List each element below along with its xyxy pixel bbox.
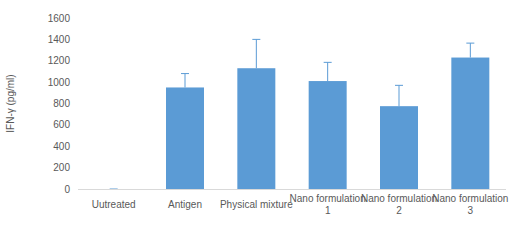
- bar: [309, 81, 347, 189]
- error-bar: [110, 189, 118, 190]
- label-line: Nano formulation: [290, 193, 366, 204]
- error-bar: [252, 39, 260, 68]
- label-line: Nano formulation: [361, 193, 437, 204]
- label-line: Nano formulation: [432, 193, 508, 204]
- bar: [237, 68, 275, 189]
- bar: [380, 106, 418, 189]
- y-axis-label: IFN-γ (pg/ml): [5, 74, 16, 132]
- y-tick-label: 1400: [48, 34, 71, 45]
- y-tick-label: 1000: [48, 77, 71, 88]
- error-bar: [324, 62, 332, 81]
- bar: [451, 58, 489, 189]
- chart: 0 200 400 600 800 1000 1200 1400 1600 IFN-γ (pg/m…: [0, 0, 515, 232]
- x-tick-label: Nano formulation2: [361, 193, 437, 216]
- error-stem: [256, 39, 257, 68]
- y-tick-label: 1600: [48, 13, 71, 24]
- y-tick-label: 400: [53, 141, 70, 152]
- error-bar: [466, 43, 474, 57]
- error-stem: [327, 62, 328, 81]
- x-tick-label: Uutreated: [92, 199, 136, 210]
- y-tick-label: 800: [53, 98, 70, 109]
- error-cap: [252, 39, 260, 40]
- error-cap: [466, 43, 474, 44]
- error-bar: [395, 85, 403, 106]
- bar: [95, 189, 133, 190]
- error-cap: [181, 73, 189, 74]
- label-line: 3: [468, 205, 474, 216]
- error-cap: [395, 85, 403, 86]
- label-line: 1: [325, 205, 331, 216]
- error-stem: [185, 74, 186, 88]
- error-stem: [470, 43, 471, 57]
- bars: [110, 39, 490, 189]
- error-cap: [110, 189, 118, 190]
- error-cap: [324, 62, 332, 63]
- x-tick-label: Physical mixture: [220, 199, 293, 210]
- x-tick-label: Antigen: [168, 199, 202, 210]
- y-tick-label: 0: [64, 184, 70, 195]
- y-tick-label: 1200: [48, 55, 71, 66]
- label-line: 2: [396, 205, 402, 216]
- x-tick-label: Nano formulation3: [432, 193, 508, 216]
- error-bar: [181, 74, 189, 88]
- y-tick-label: 600: [53, 119, 70, 130]
- bar: [166, 87, 204, 189]
- error-stem: [399, 85, 400, 106]
- x-tick-label: Nano formulation1: [290, 193, 366, 216]
- y-tick-label: 200: [53, 162, 70, 173]
- x-axis-line: [78, 189, 506, 190]
